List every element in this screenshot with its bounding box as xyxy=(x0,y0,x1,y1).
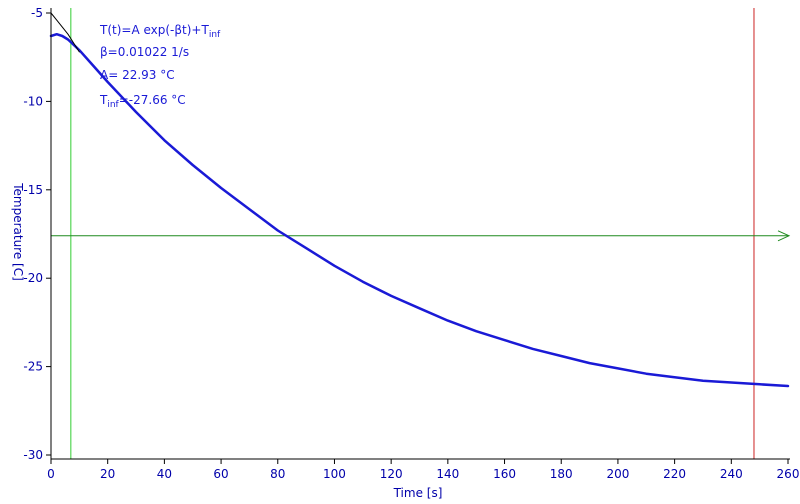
y-tick-label: -30 xyxy=(23,448,43,462)
x-tick-label: 200 xyxy=(606,467,629,481)
fit-curve-line xyxy=(50,12,80,53)
y-tick-label: -10 xyxy=(23,94,43,108)
temperature-series-line xyxy=(49,32,790,388)
x-tick-label: 80 xyxy=(270,467,285,481)
x-tick-label: 260 xyxy=(777,467,800,481)
x-tick-label: 0 xyxy=(47,467,55,481)
axes xyxy=(50,8,790,460)
x-axis-title: Time [s] xyxy=(393,486,443,500)
x-tick-label: 40 xyxy=(157,467,172,481)
y-tick-label: -20 xyxy=(23,271,43,285)
x-tick-label: 240 xyxy=(720,467,743,481)
ticks: 0 20 40 60 80 100 120 140 160 180 200 220 240 260 -5 -1… xyxy=(23,6,799,481)
x-tick-label: 120 xyxy=(380,467,403,481)
x-tick-label: 20 xyxy=(100,467,115,481)
x-tick-label: 220 xyxy=(663,467,686,481)
x-tick-label: 140 xyxy=(436,467,459,481)
horizontal-marker-arrow xyxy=(777,230,791,242)
fit-tinf: Tinf=-27.66 °C xyxy=(99,93,186,110)
fit-annotation: T(t)=A exp(-βt)+Tinf β=0.01022 1/s A= 22… xyxy=(99,23,221,110)
x-tick-label: 180 xyxy=(550,467,573,481)
y-tick-label: -25 xyxy=(23,360,43,374)
fit-amplitude: A= 22.93 °C xyxy=(100,68,175,82)
y-tick-label: -5 xyxy=(31,6,43,20)
y-tick-label: -15 xyxy=(23,183,43,197)
fit-equation: T(t)=A exp(-βt)+Tinf xyxy=(99,23,221,40)
y-axis-title: Temperature [C] xyxy=(11,182,25,281)
x-tick-label: 160 xyxy=(493,467,516,481)
x-tick-label: 100 xyxy=(323,467,346,481)
x-tick-label: 60 xyxy=(213,467,228,481)
series-layer xyxy=(49,12,790,388)
fit-beta: β=0.01022 1/s xyxy=(100,45,189,59)
